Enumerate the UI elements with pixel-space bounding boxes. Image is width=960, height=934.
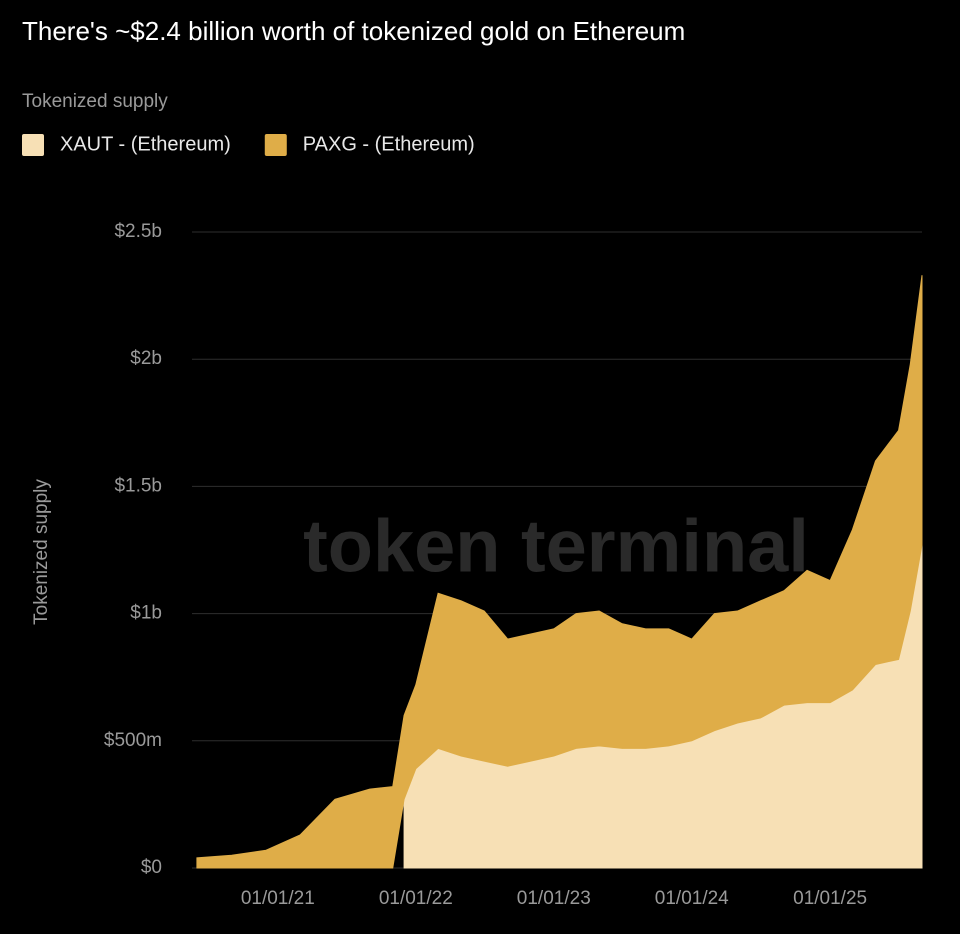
legend-label: PAXG - (Ethereum) bbox=[303, 133, 475, 155]
y-tick-label: $2.5b bbox=[114, 221, 162, 242]
watermark: token terminal bbox=[303, 505, 809, 588]
y-tick-label: $1b bbox=[130, 603, 162, 624]
x-tick-label: 01/01/24 bbox=[655, 888, 729, 909]
legend-title: Tokenized supply bbox=[22, 91, 168, 112]
chart-title: There's ~$2.4 billion worth of tokenized… bbox=[22, 16, 685, 46]
x-tick-label: 01/01/22 bbox=[379, 888, 453, 909]
y-tick-label: $0 bbox=[141, 857, 162, 878]
x-tick-label: 01/01/23 bbox=[517, 888, 591, 909]
x-tick-label: 01/01/21 bbox=[241, 888, 315, 909]
y-axis-title: Tokenized supply bbox=[31, 479, 52, 625]
area bbox=[196, 275, 923, 869]
y-tick-label: $1.5b bbox=[114, 475, 162, 496]
y-tick-label: $500m bbox=[104, 730, 162, 751]
y-tick-label: $2b bbox=[130, 348, 162, 369]
legend-swatch bbox=[22, 134, 44, 156]
legend-label: XAUT - (Ethereum) bbox=[60, 133, 231, 155]
legend-swatch bbox=[264, 134, 287, 156]
x-tick-label: 01/01/25 bbox=[793, 888, 867, 909]
